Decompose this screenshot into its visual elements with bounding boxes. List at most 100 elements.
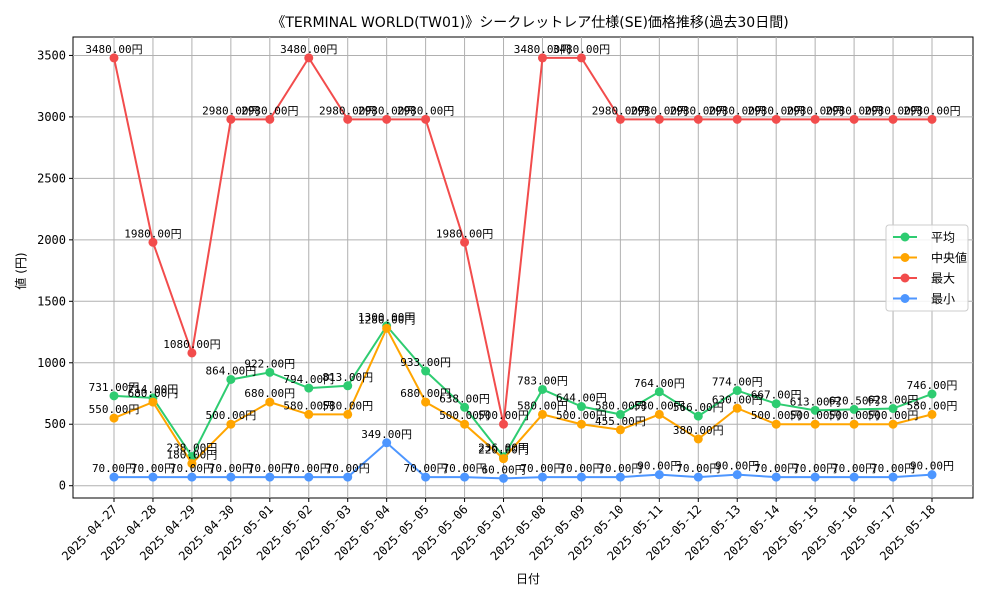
data-label: 70.00円 <box>248 462 292 475</box>
data-point <box>343 409 353 419</box>
y-tick-label: 0 <box>59 479 66 493</box>
data-label: 2980.00円 <box>825 104 882 117</box>
data-point <box>226 419 236 429</box>
data-point <box>109 391 119 401</box>
y-axis: 0 500 1000 1500 2000 2500 3000 3500 <box>37 48 73 493</box>
data-label: 680.00円 <box>128 387 179 400</box>
data-label: 764.00円 <box>634 377 685 390</box>
data-label: 2980.00円 <box>202 104 259 117</box>
data-label: 380.00円 <box>673 424 724 437</box>
data-point <box>927 114 937 124</box>
data-point <box>615 114 625 124</box>
data-label: 813.00円 <box>322 371 373 384</box>
data-point <box>265 472 275 482</box>
data-label: 3480.00円 <box>280 43 337 56</box>
data-point <box>771 114 781 124</box>
data-label: 864.00円 <box>205 364 256 377</box>
data-point <box>265 397 275 407</box>
data-point <box>771 472 781 482</box>
data-point <box>304 472 314 482</box>
data-label: 638.00円 <box>439 392 490 405</box>
data-label: 794.00円 <box>283 373 334 386</box>
data-point <box>187 348 197 358</box>
data-label: 3480.00円 <box>85 43 142 56</box>
data-point <box>654 409 664 419</box>
data-label: 455.00円 <box>595 415 646 428</box>
data-label: 3480.00円 <box>514 43 571 56</box>
data-label: 2980.00円 <box>358 104 415 117</box>
data-point <box>421 114 431 124</box>
data-label: 1280.00円 <box>358 313 415 326</box>
data-point <box>615 472 625 482</box>
data-label: 70.00円 <box>404 462 448 475</box>
legend-label: 平均 <box>931 231 955 245</box>
data-label: 60.00円 <box>481 463 525 476</box>
data-point <box>615 409 625 419</box>
data-label: 90.00円 <box>910 460 954 473</box>
data-label: 1980.00円 <box>436 227 493 240</box>
data-label: 70.00円 <box>832 462 876 475</box>
data-point <box>537 384 547 394</box>
data-label: 70.00円 <box>676 462 720 475</box>
y-tick-label: 3500 <box>37 48 66 62</box>
data-point <box>576 419 586 429</box>
data-label: 550.00円 <box>89 403 140 416</box>
data-label: 70.00円 <box>598 462 642 475</box>
legend-box <box>885 224 969 312</box>
data-point <box>810 114 820 124</box>
data-label: 180.00円 <box>167 449 218 462</box>
data-point <box>304 53 314 63</box>
data-label: 620.50円 <box>829 394 880 407</box>
legend-swatch-marker <box>900 253 910 262</box>
data-point <box>654 114 664 124</box>
data-point <box>109 472 119 482</box>
data-label: 500.00円 <box>868 409 919 422</box>
data-label: 1080.00円 <box>163 338 220 351</box>
data-point <box>693 114 703 124</box>
x-axis-title: 日付 <box>516 572 540 586</box>
series-lines <box>109 53 937 483</box>
data-label: 580.00円 <box>595 399 646 412</box>
data-label: 2980.00円 <box>631 104 688 117</box>
data-label: 500.00円 <box>790 409 841 422</box>
data-point <box>148 472 158 482</box>
data-point <box>499 419 509 429</box>
data-point <box>537 409 547 419</box>
data-point <box>226 374 236 384</box>
series-line-0 <box>113 324 933 459</box>
data-label: 1300.00円 <box>358 311 415 324</box>
data-label: 628.00円 <box>868 394 919 407</box>
data-label: 1980.00円 <box>124 227 181 240</box>
data-point <box>537 472 547 482</box>
data-label: 774.00円 <box>712 376 763 389</box>
data-point <box>576 402 586 412</box>
data-label: 70.00円 <box>326 462 370 475</box>
data-label: 2980.00円 <box>709 104 766 117</box>
legend-swatch-marker <box>900 273 910 283</box>
data-label: 70.00円 <box>209 462 253 475</box>
data-point <box>148 237 158 247</box>
y-tick-label: 2000 <box>37 233 66 247</box>
data-label: 70.00円 <box>170 462 214 475</box>
data-label: 2980.00円 <box>670 104 727 117</box>
y-tick-label: 1000 <box>37 356 66 370</box>
data-point <box>927 409 937 419</box>
data-label: 667.00円 <box>751 389 802 402</box>
y-tick-label: 500 <box>44 417 66 431</box>
data-point <box>187 459 197 469</box>
data-point <box>888 472 898 482</box>
series-line-2 <box>113 56 932 425</box>
legend-label: 中央値 <box>931 250 967 265</box>
data-point <box>343 114 353 124</box>
data-label: 2980.00円 <box>397 104 454 117</box>
data-label: 731.00円 <box>89 381 140 394</box>
data-point <box>927 389 937 399</box>
data-point <box>849 114 859 124</box>
data-label: 746.00円 <box>907 379 958 392</box>
data-label: 70.00円 <box>871 462 915 475</box>
data-label: 500.00円 <box>205 409 256 422</box>
data-point <box>576 53 586 63</box>
y-tick-label: 2500 <box>37 171 66 185</box>
data-label: 783.00円 <box>517 374 568 387</box>
